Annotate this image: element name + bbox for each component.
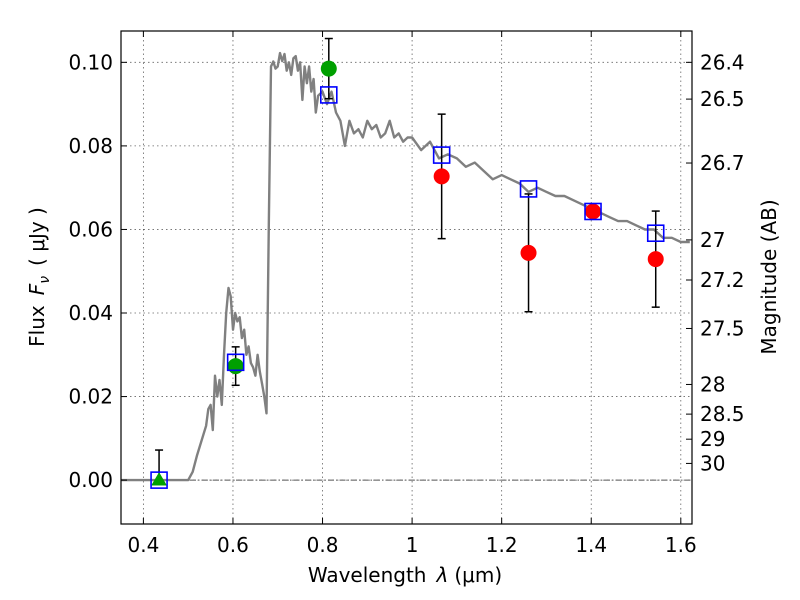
x-tick-labels: 0.4 0.6 0.8 1 1.2 1.4 1.6 <box>127 533 696 557</box>
x-tick-label: 1 <box>406 533 419 557</box>
observation-point <box>433 168 450 185</box>
magnitude-tick-label: 28.5 <box>700 402 745 426</box>
observation-point <box>320 60 337 77</box>
y-tick-label: 0.00 <box>68 468 113 492</box>
magnitude-tick-label: 27.2 <box>700 268 745 292</box>
model-point <box>150 471 168 489</box>
plot-frame <box>120 30 693 525</box>
observation-point <box>151 472 167 486</box>
grid <box>121 31 692 524</box>
model-point <box>432 146 451 164</box>
x-tick-label: 0.8 <box>307 533 339 557</box>
y-axis-label: FluxFν( μJy ) <box>25 207 53 347</box>
x-tick-label: 0.4 <box>127 533 159 557</box>
model-spectrum-line <box>121 51 690 482</box>
error-bars <box>155 37 660 481</box>
magnitude-tick-label: 26.5 <box>700 87 745 111</box>
observation-point <box>585 203 602 220</box>
x-tick-label: 0.6 <box>217 533 249 557</box>
y-tick-labels: 0.00 0.02 0.04 0.06 0.08 0.10 <box>68 50 113 492</box>
ticks <box>121 31 692 524</box>
x-tick-label: 1.4 <box>575 533 607 557</box>
magnitude-tick-label: 27.5 <box>700 316 745 340</box>
magnitude-tick-label: 26.4 <box>700 50 745 74</box>
observations <box>151 60 664 486</box>
magnitude-tick-label: 26.7 <box>700 151 745 175</box>
model-point <box>519 180 538 198</box>
model-point <box>584 202 602 221</box>
magnitude-tick-label: 27 <box>700 228 725 252</box>
y-tick-label: 0.06 <box>68 217 113 241</box>
model-spectrum <box>121 51 690 482</box>
observation-point <box>520 244 537 261</box>
x-tick-label: 1.6 <box>665 533 697 557</box>
x-axis-label: Wavelength λ (μm) <box>308 563 502 587</box>
model-points <box>150 86 665 489</box>
x-tick-label: 1.2 <box>486 533 518 557</box>
y-tick-label: 0.08 <box>68 134 113 158</box>
model-point <box>319 86 338 104</box>
model-point <box>226 353 245 372</box>
y-tick-label: 0.02 <box>68 385 113 409</box>
y-tick-label: 0.04 <box>68 301 113 325</box>
y-tick-label: 0.10 <box>68 50 113 74</box>
model-point <box>646 224 665 243</box>
magnitude-tick-label: 29 <box>700 427 725 451</box>
magnitude-tick-label: 28 <box>700 372 725 396</box>
observation-point <box>647 251 664 268</box>
y-axis-label-right: Magnitude (AB) <box>757 199 781 354</box>
observation-point <box>227 358 244 375</box>
magnitude-tick-label: 30 <box>700 451 725 475</box>
